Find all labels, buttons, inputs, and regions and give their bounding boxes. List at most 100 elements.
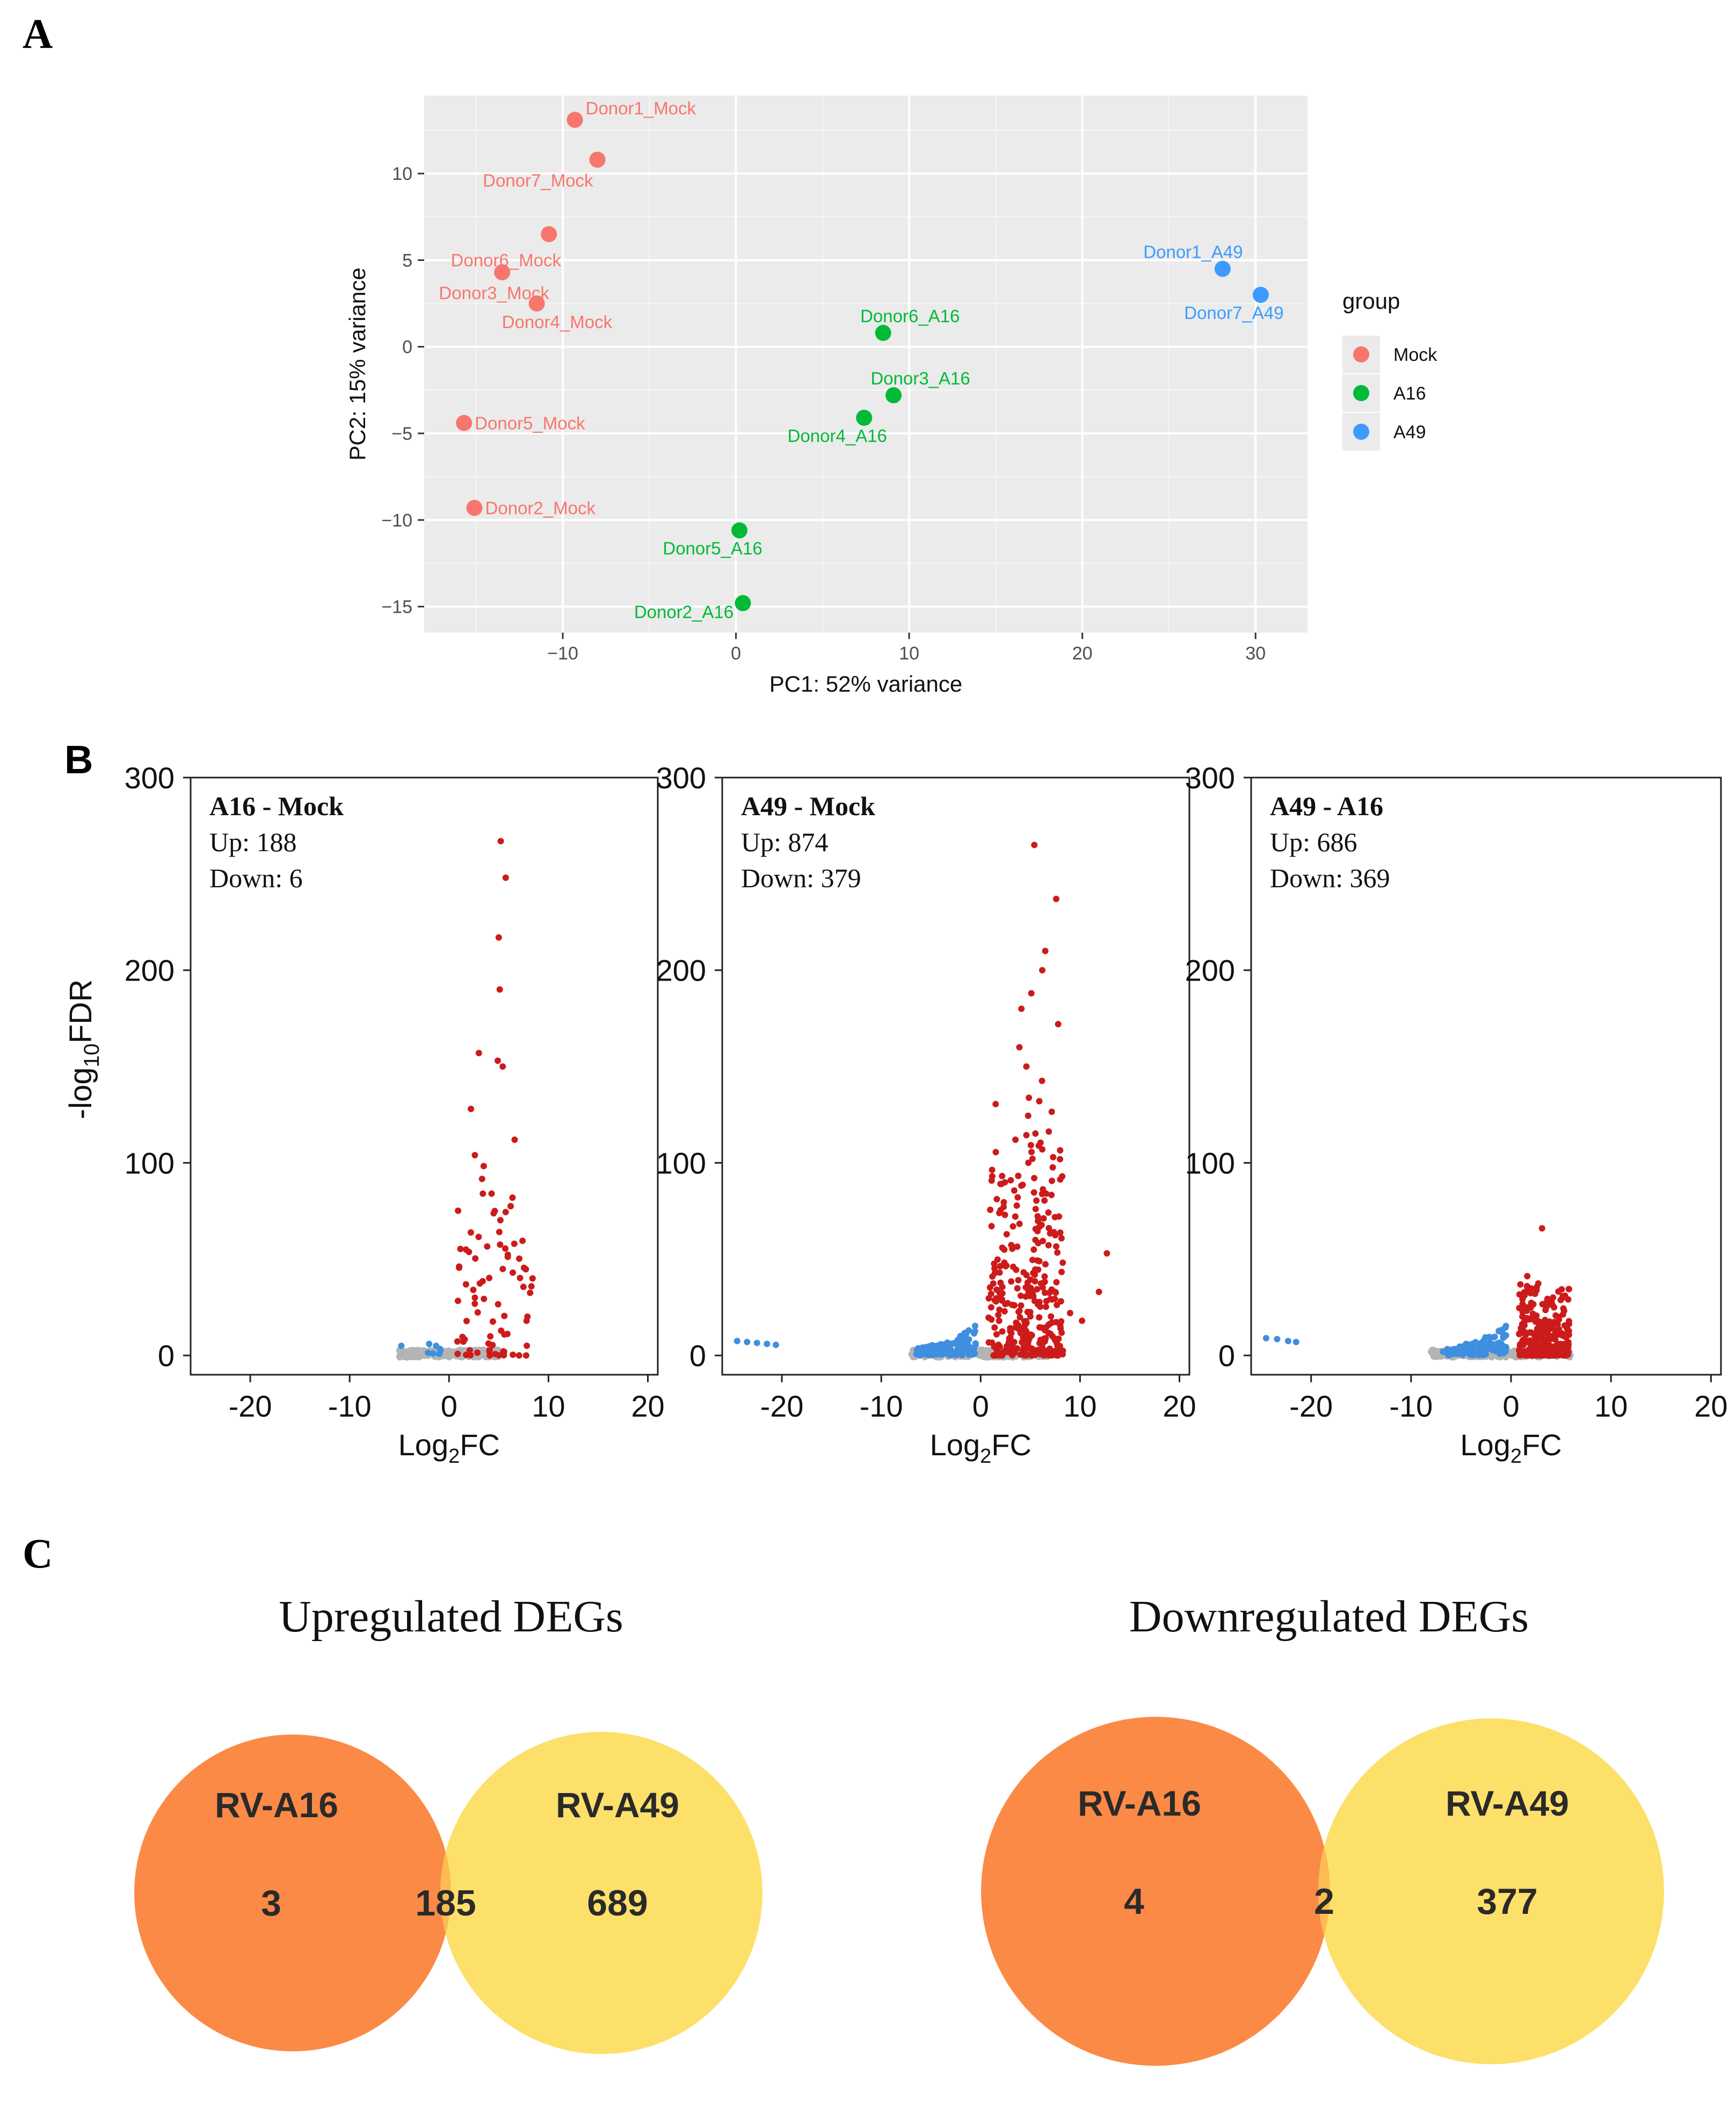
volcano-y-tick-label: 300 [656, 761, 706, 795]
volcano-point-up [1053, 1279, 1060, 1286]
volcano-point-up [470, 1287, 477, 1294]
volcano-point-up [1032, 1206, 1039, 1213]
volcano-x-tick-label: -20 [760, 1389, 804, 1423]
pca-y-tick-label: 5 [402, 250, 412, 271]
volcano-x-tick-label: 0 [441, 1389, 457, 1423]
volcano-point-down [430, 1350, 437, 1357]
volcano-point-ns [1432, 1349, 1439, 1356]
volcano-point-up [1034, 1301, 1041, 1308]
volcano-point-up [1015, 1172, 1022, 1179]
pca-point-label: Donor4_A16 [788, 426, 887, 446]
volcano-point-up [1026, 1094, 1033, 1101]
volcano-point-up [1521, 1318, 1528, 1325]
venn-circle-left [981, 1717, 1330, 2066]
volcano-point-up [992, 1149, 999, 1156]
volcano-y-tick-label: 200 [125, 954, 175, 988]
volcano-point-down [1469, 1352, 1476, 1359]
venn-circle-left [134, 1735, 451, 2051]
volcano-point-up [1051, 1288, 1058, 1295]
volcano-point-up [1095, 1288, 1102, 1295]
volcano-point-down [971, 1327, 978, 1334]
pca-point-label: Donor1_A49 [1143, 242, 1243, 262]
volcano-point-up [1535, 1324, 1542, 1331]
volcano-point-up [466, 1347, 473, 1354]
volcano-comparison-title: A16 - Mock [209, 791, 344, 821]
volcano-y-tick-label: 0 [689, 1339, 706, 1373]
venn-label-left: RV-A16 [1078, 1783, 1201, 1823]
volcano-point-up [463, 1318, 470, 1325]
volcano-point-up [1045, 1209, 1052, 1216]
volcano-point-up [496, 1229, 503, 1236]
volcano-point-down [425, 1349, 432, 1356]
volcano-point-down [1502, 1323, 1509, 1330]
volcano-point-up [529, 1275, 536, 1282]
volcano-point-up [989, 1273, 996, 1280]
pca-point-label: Donor3_A16 [870, 368, 970, 388]
pca-legend-marker [1353, 424, 1369, 440]
volcano-point-up [1015, 1276, 1022, 1283]
volcano-point-up [996, 1289, 1003, 1296]
volcano-point-up [454, 1297, 461, 1304]
volcano-point-up [489, 1318, 496, 1325]
volcano-point-up [1014, 1243, 1021, 1250]
volcano-point-up [1001, 1211, 1008, 1218]
volcano-point-up [1011, 1302, 1018, 1309]
volcano-point-up [1050, 1153, 1057, 1160]
volcano-y-tick-label: 300 [1185, 761, 1235, 795]
volcano-point-ns [417, 1353, 424, 1360]
volcano-point-up [1035, 1142, 1042, 1149]
volcano-point-up [1022, 1352, 1029, 1359]
pca-y-tick-label: −5 [391, 424, 412, 444]
volcano-point-up [1555, 1288, 1562, 1295]
volcano-point-up [511, 1136, 518, 1143]
volcano-point-up [504, 1330, 511, 1337]
pca-legend-marker [1353, 385, 1369, 401]
volcano-point-up [471, 1152, 478, 1159]
volcano-x-tick-label: 0 [1502, 1389, 1519, 1423]
pca-point-label: Donor1_Mock [586, 98, 696, 118]
volcano-point-up [495, 1352, 502, 1359]
volcano-y-tick-label: 100 [1185, 1146, 1235, 1180]
volcano-point-up [1021, 1322, 1028, 1329]
volcano-point-up [1056, 1213, 1063, 1220]
volcano-point-down [919, 1344, 926, 1351]
volcano-point-up [1000, 1199, 1007, 1206]
volcano-point-up [1018, 1005, 1025, 1012]
volcano-point-up [1003, 1231, 1010, 1238]
volcano-point-up [468, 1105, 474, 1112]
volcano-point-down [1474, 1340, 1481, 1347]
volcano-point-up [497, 1241, 504, 1248]
volcano-point-up [1550, 1294, 1557, 1301]
volcano-comparison-title: A49 - Mock [741, 791, 875, 821]
volcano-point-up [457, 1245, 464, 1252]
volcano-point-up [1042, 1303, 1049, 1310]
pca-point [528, 295, 545, 312]
volcano-x-tick-label: -10 [1389, 1389, 1433, 1423]
volcano-point-up [993, 1331, 1000, 1338]
volcano-point-up [502, 874, 509, 881]
volcano-point-up [454, 1338, 461, 1345]
volcano-point-down [929, 1347, 936, 1354]
volcano-point-up [1521, 1292, 1528, 1299]
venn-count-right-only: 689 [587, 1883, 648, 1924]
volcano-point-up [456, 1264, 463, 1271]
volcano-point-up [1040, 1215, 1047, 1222]
pca-point [466, 499, 483, 516]
volcano-point-up [1024, 1279, 1031, 1286]
volcano-point-up [1027, 1142, 1034, 1149]
volcano-point-up [484, 1243, 491, 1250]
volcano-point-up [1066, 1310, 1073, 1317]
volcano-point-up [480, 1190, 486, 1197]
volcano-point-up [1001, 1308, 1008, 1315]
volcano-point-up [489, 1341, 496, 1348]
volcano-point-up [1041, 1273, 1048, 1280]
volcano-point-up [997, 1180, 1004, 1187]
volcano-point-up [502, 1209, 509, 1216]
volcano-x-tick-label: 0 [972, 1389, 989, 1423]
volcano-point-up [1048, 1108, 1055, 1115]
volcano-point-up [498, 1327, 505, 1334]
volcano-point-up [1054, 1346, 1061, 1353]
volcano-point-up [1012, 1136, 1019, 1143]
volcano-point-up [495, 1301, 502, 1308]
volcano-y-tick-label: 100 [125, 1146, 175, 1180]
